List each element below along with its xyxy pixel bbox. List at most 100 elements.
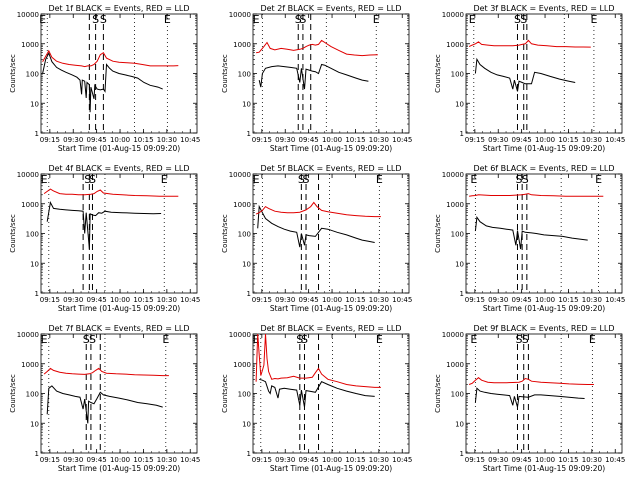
series-line-lld (468, 377, 594, 385)
y-tick-label: 10000 (17, 331, 39, 339)
y-tick-label: 10000 (442, 171, 464, 179)
x-tick-label: 10:15 (558, 136, 578, 144)
y-axis-label: Counts/sec (221, 54, 229, 93)
y-axis-label: Counts/sec (9, 374, 17, 413)
plot-frame (465, 13, 623, 134)
marker-letter: S (522, 333, 529, 346)
y-axis-label: Counts/sec (434, 374, 442, 413)
marker-letter: E (376, 333, 383, 346)
y-tick-label: 10 (242, 420, 251, 428)
marker-letter: S (89, 333, 96, 346)
chart-title: Det 2f BLACK = Events, RED = LLD (260, 4, 401, 13)
chart-panel-5: Det 5f BLACK = Events, RED = LLD 1 10 100 10… (221, 164, 412, 313)
x-tick-label: 10:30 (369, 296, 389, 304)
x-tick-label: 10:30 (582, 296, 602, 304)
x-tick-label: 09:30 (275, 136, 295, 144)
chart-title: Det 1f BLACK = Events, RED = LLD (48, 4, 189, 13)
x-axis-label: Start Time (01-Aug-15 09:09:20) (270, 304, 392, 313)
x-tick-label: 10:00 (322, 456, 342, 464)
marker-letter: E (589, 333, 596, 346)
series-line-lld (43, 188, 179, 197)
x-tick-label: 10:00 (110, 136, 130, 144)
x-tick-label: 10:30 (157, 296, 177, 304)
chart-title: Det 4f BLACK = Events, RED = LLD (48, 164, 189, 173)
marker-letter: E (590, 13, 597, 26)
marker-letter: E (470, 333, 477, 346)
series-line-lld (43, 367, 169, 377)
chart-panel-6: Det 6f BLACK = Events, RED = LLD 1 10 100 10… (434, 164, 625, 313)
x-axis-label: Start Time (01-Aug-15 09:09:20) (58, 304, 180, 313)
marker-letter: E (595, 173, 602, 186)
x-tick-label: 09:15 (40, 456, 60, 464)
y-tick-label: 10000 (17, 171, 39, 179)
x-tick-label: 09:45 (512, 296, 532, 304)
plot-frame (40, 173, 198, 294)
marker-letter: E (373, 13, 380, 26)
y-tick-label: 1 (247, 130, 251, 138)
marker-letter: E (41, 173, 48, 186)
x-axis-label: Start Time (01-Aug-15 09:09:20) (58, 464, 180, 473)
x-tick-label: 09:15 (252, 136, 272, 144)
y-axis-label: Counts/sec (434, 54, 442, 93)
y-tick-label: 100 (451, 391, 464, 399)
series-line-events (474, 215, 588, 250)
marker-letter: E (253, 333, 260, 346)
marker-letter: E (470, 173, 477, 186)
y-tick-label: 10000 (229, 331, 251, 339)
y-tick-label: 1 (35, 450, 39, 458)
y-tick-label: 10 (30, 100, 39, 108)
y-tick-label: 1 (35, 130, 39, 138)
x-tick-label: 10:45 (180, 296, 200, 304)
x-tick-label: 10:00 (535, 136, 555, 144)
marker-letter: E (253, 173, 260, 186)
series-line-events (259, 378, 375, 408)
y-tick-label: 1 (460, 290, 464, 298)
series-line-lld (255, 201, 381, 218)
x-tick-label: 10:15 (345, 296, 365, 304)
marker-letter: S (89, 173, 96, 186)
y-tick-label: 100 (451, 71, 464, 79)
plot-frame (252, 173, 410, 294)
series-line-events (257, 204, 375, 248)
chart-title: Det 8f BLACK = Events, RED = LLD (260, 324, 401, 333)
x-tick-label: 10:00 (110, 296, 130, 304)
marker-letter: E (164, 13, 171, 26)
x-tick-label: 10:00 (535, 296, 555, 304)
y-tick-label: 100 (26, 231, 39, 239)
x-tick-label: 10:30 (369, 136, 389, 144)
y-axis-label: Counts/sec (434, 214, 442, 253)
x-axis-label: Start Time (01-Aug-15 09:09:20) (58, 144, 180, 153)
y-tick-label: 10 (30, 260, 39, 268)
x-tick-label: 09:15 (465, 456, 485, 464)
x-tick-label: 10:45 (392, 296, 412, 304)
x-tick-label: 10:15 (345, 136, 365, 144)
marker-letter: S (92, 13, 99, 26)
plot-frame (465, 173, 623, 294)
y-tick-label: 10000 (442, 11, 464, 19)
plot-frame (252, 13, 410, 134)
x-tick-label: 10:30 (582, 136, 602, 144)
x-axis-label: Start Time (01-Aug-15 09:09:20) (270, 144, 392, 153)
chart-panel-7: Det 7f BLACK = Events, RED = LLD 1 10 100 10… (9, 324, 200, 473)
marker-letter: S (520, 13, 527, 26)
chart-panel-9: Det 9f BLACK = Events, RED = LLD 1 10 100 10… (434, 324, 625, 473)
marker-letter: S (303, 173, 310, 186)
marker-letter: E (162, 333, 169, 346)
chart-panel-8: Det 8f BLACK = Events, RED = LLD 1 10 100 10… (221, 324, 412, 473)
y-tick-label: 1000 (233, 41, 251, 49)
chart-title: Det 5f BLACK = Events, RED = LLD (260, 164, 401, 173)
marker-letter: S (299, 13, 306, 26)
series-line-lld (42, 49, 179, 68)
y-tick-label: 100 (238, 391, 251, 399)
x-tick-label: 09:45 (299, 456, 319, 464)
x-tick-label: 10:45 (180, 136, 200, 144)
series-line-events (474, 387, 585, 408)
x-tick-label: 09:30 (275, 456, 295, 464)
y-tick-label: 1000 (233, 201, 251, 209)
marker-letter: S (100, 13, 107, 26)
x-tick-label: 09:30 (63, 456, 83, 464)
marker-letter: S (516, 333, 523, 346)
marker-letter: S (301, 333, 308, 346)
series-line-lld (468, 39, 591, 48)
